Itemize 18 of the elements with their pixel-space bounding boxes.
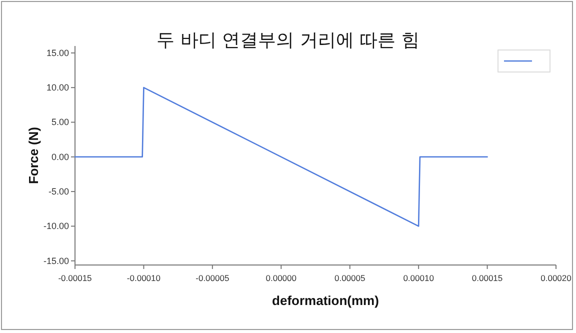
y-tick-label: -15.00 [43,256,69,266]
y-tick-label: -10.00 [43,221,69,232]
y-tick-label: 0.00 [51,152,69,162]
x-tick-label: -0.00005 [196,273,230,283]
y-tick-label: -5.00 [48,186,69,197]
x-tick-label: 0.00015 [472,273,503,283]
x-tick-label: 0.00020 [540,273,572,283]
x-tick-label: 0.00000 [266,273,297,283]
y-tick-label: 10.00 [46,82,69,93]
x-axis-title: deformation(mm) [272,293,379,308]
x-tick-label: 0.00005 [334,273,366,283]
x-tick-label: 0.00010 [403,273,434,283]
x-tick-label: -0.00010 [126,273,161,283]
y-axis-title: Force (N) [26,126,41,184]
y-tick-label: 15.00 [46,48,69,58]
x-tick-label: -0.00015 [58,273,92,283]
y-tick-label: 5.00 [51,117,69,128]
chart-title: 두 바디 연결부의 거리에 따른 힘 [156,30,420,51]
